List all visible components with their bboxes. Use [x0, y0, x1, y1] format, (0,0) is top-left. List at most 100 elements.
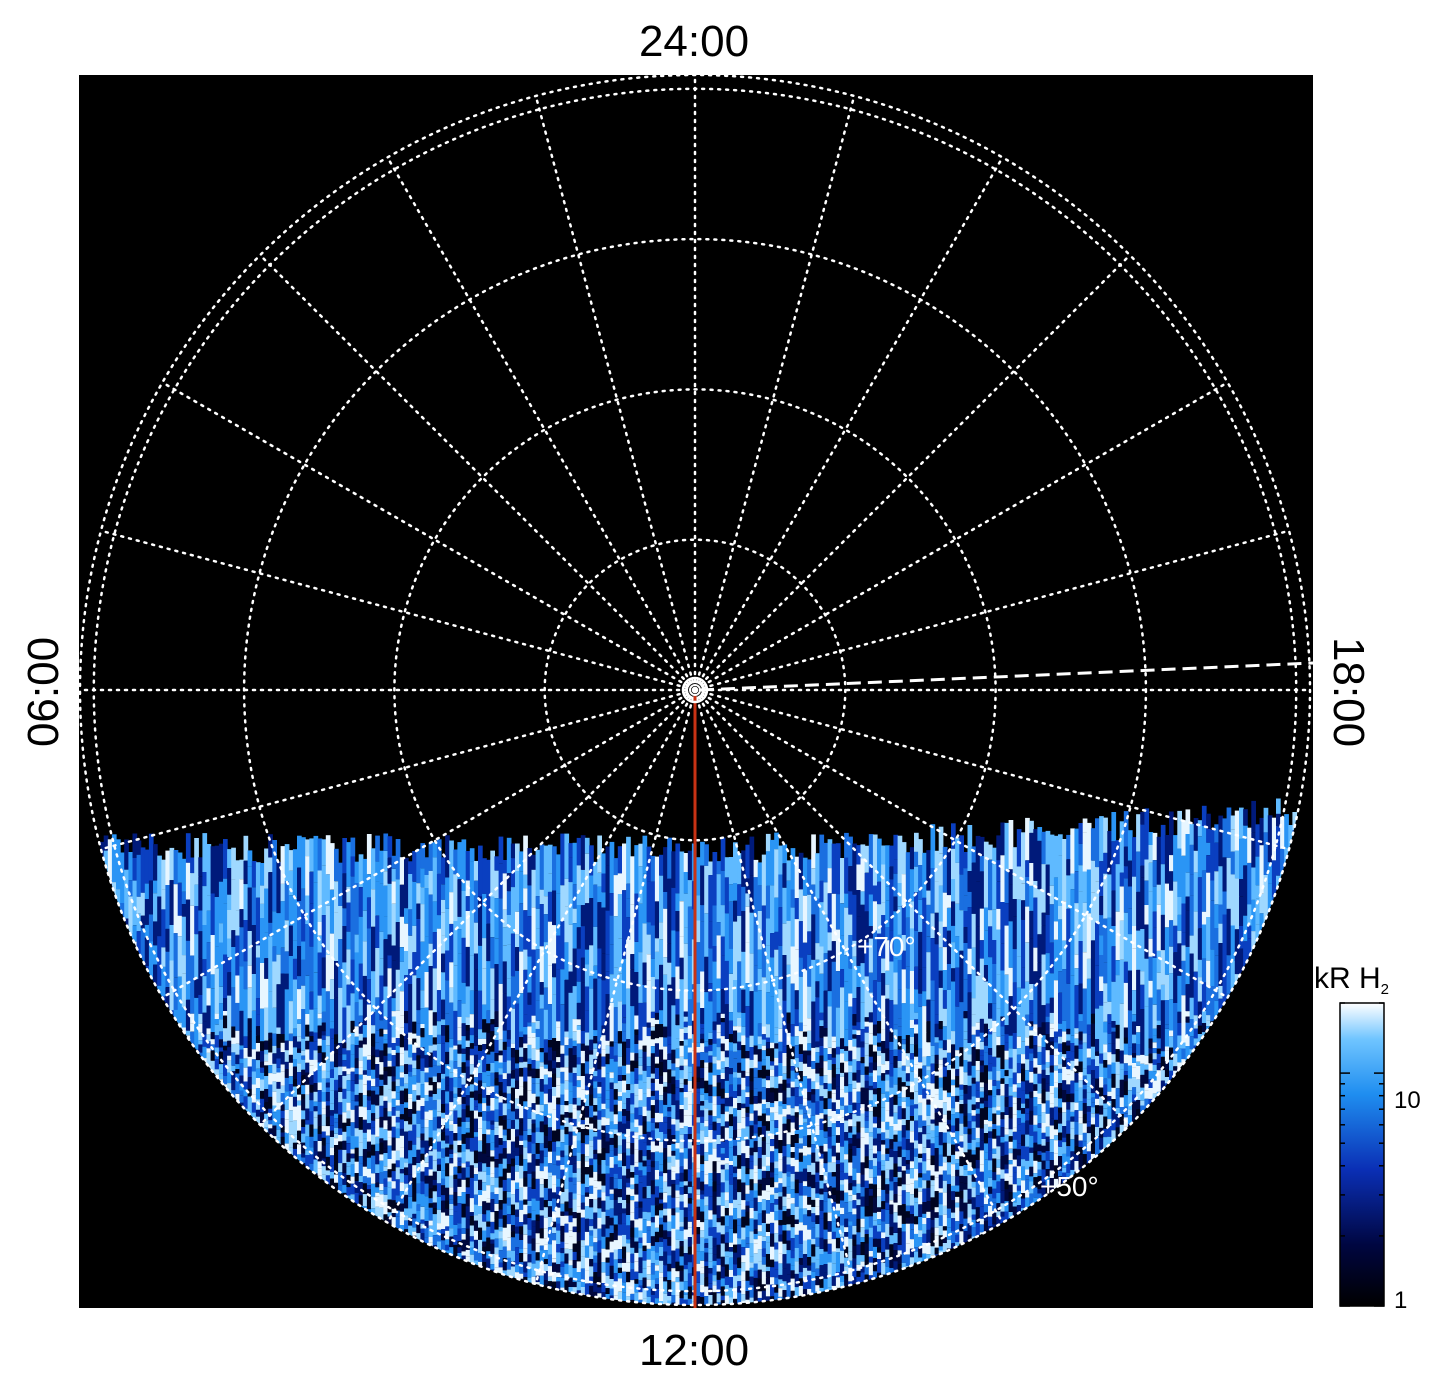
emission-pixel	[404, 1039, 409, 1051]
emission-pixel	[593, 1036, 598, 1044]
emission-pixel	[465, 1177, 471, 1188]
emission-pixel	[515, 1136, 520, 1148]
emission-pixel	[482, 1038, 487, 1045]
emission-pixel	[630, 1093, 635, 1105]
emission-pixel	[362, 1044, 368, 1057]
emission-pixel	[329, 1171, 335, 1179]
emission-pixel	[580, 1268, 586, 1281]
emission-pixel	[239, 1090, 245, 1096]
emission-pixel	[338, 1149, 343, 1164]
emission-pixel	[527, 885, 533, 917]
emission-pixel	[515, 1003, 520, 1050]
emission-pixel	[580, 1256, 586, 1269]
emission-pixel	[457, 1178, 463, 1187]
emission-pixel	[441, 1200, 446, 1209]
emission-pixel	[482, 1004, 487, 1020]
emission-pixel	[292, 1086, 298, 1097]
emission-pixel	[531, 1111, 537, 1120]
emission-pixel	[494, 1159, 500, 1168]
emission-pixel	[613, 1155, 619, 1165]
emission-pixel	[626, 836, 631, 884]
emission-pixel	[461, 1233, 467, 1240]
emission-pixel	[547, 1206, 553, 1217]
emission-pixel	[354, 1147, 360, 1162]
emission-pixel	[498, 1250, 504, 1263]
emission-pixel	[321, 1011, 327, 1023]
emission-pixel	[251, 861, 257, 888]
emission-pixel	[404, 1158, 409, 1163]
emission-pixel	[317, 1090, 323, 1102]
emission-pixel	[350, 876, 356, 915]
emission-pixel	[478, 1239, 483, 1253]
emission-pixel	[593, 1120, 598, 1132]
emission-pixel	[292, 1047, 298, 1059]
emission-pixel	[482, 938, 487, 969]
emission-pixel	[449, 924, 454, 963]
emission-pixel	[264, 888, 269, 933]
emission-pixel	[461, 1121, 467, 1135]
emission-pixel	[597, 948, 602, 979]
emission-pixel	[486, 1221, 491, 1227]
emission-pixel	[457, 842, 463, 880]
emission-pixel	[280, 1071, 286, 1086]
emission-pixel	[494, 870, 500, 899]
emission-pixel	[288, 1121, 294, 1134]
emission-pixel	[321, 1078, 327, 1092]
emission-pixel	[584, 1117, 590, 1126]
emission-pixel	[379, 1190, 384, 1195]
emission-pixel	[527, 1064, 533, 1071]
emission-pixel	[366, 874, 372, 898]
emission-pixel	[395, 1010, 401, 1038]
emission-pixel	[338, 1087, 343, 1092]
emission-pixel	[478, 1029, 483, 1039]
emission-pixel	[432, 1191, 438, 1203]
emission-pixel	[346, 1074, 352, 1081]
emission-pixel	[510, 1194, 516, 1205]
emission-pixel	[539, 1079, 545, 1092]
emission-pixel	[198, 1032, 203, 1040]
emission-pixel	[531, 1263, 537, 1277]
emission-pixel	[432, 1082, 438, 1094]
emission-pixel	[564, 833, 570, 879]
emission-pixel	[280, 1006, 286, 1035]
emission-pixel	[177, 915, 183, 936]
emission-pixel	[342, 1066, 347, 1072]
emission-pixel	[346, 984, 352, 1006]
emission-pixel	[362, 1070, 368, 1075]
emission-pixel	[395, 1086, 401, 1093]
emission-pixel	[325, 1126, 331, 1136]
emission-pixel	[305, 1120, 310, 1125]
emission-pixel	[391, 903, 397, 946]
emission-pixel	[560, 1125, 565, 1130]
emission-pixel	[589, 1177, 594, 1186]
emission-pixel	[387, 1199, 393, 1213]
emission-pixel	[531, 1189, 537, 1199]
emission-pixel	[589, 898, 594, 946]
emission-pixel	[301, 1119, 306, 1127]
emission-pixel	[227, 1083, 232, 1094]
emission-pixel	[268, 1108, 273, 1114]
emission-pixel	[605, 1099, 611, 1109]
emission-pixel	[543, 1250, 549, 1260]
emission-pixel	[202, 833, 208, 872]
emission-pixel	[457, 1152, 463, 1158]
emission-pixel	[338, 1114, 343, 1129]
emission-pixel	[190, 873, 195, 906]
emission-pixel	[617, 1258, 623, 1263]
emission-pixel	[412, 1213, 417, 1219]
emission-pixel	[284, 973, 290, 990]
emission-pixel	[321, 1035, 327, 1040]
emission-pixel	[593, 861, 598, 885]
emission-pixel	[272, 889, 277, 912]
emission-pixel	[490, 1185, 495, 1193]
emission-pixel	[515, 1189, 520, 1203]
emission-pixel	[527, 992, 533, 1005]
emission-pixel	[387, 1212, 393, 1217]
emission-pixel	[194, 934, 199, 980]
emission-pixel	[334, 1182, 339, 1192]
emission-pixel	[601, 1049, 607, 1057]
emission-pixel	[354, 1101, 360, 1106]
emission-pixel	[589, 1259, 594, 1267]
emission-pixel	[609, 1089, 615, 1103]
emission-pixel	[227, 938, 232, 958]
